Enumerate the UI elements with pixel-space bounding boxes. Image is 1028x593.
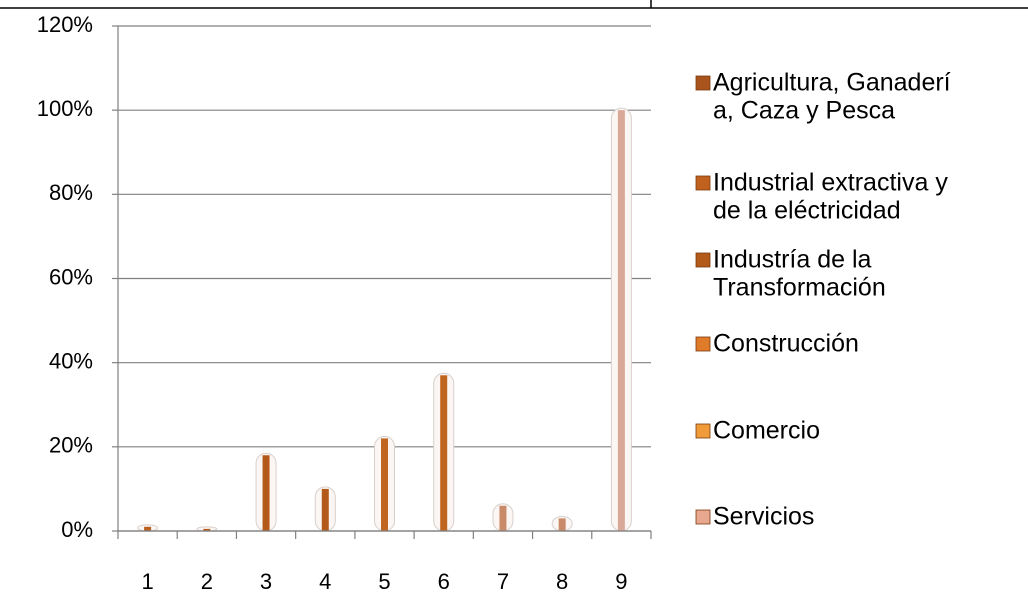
legend-label: Transformación bbox=[713, 274, 886, 302]
legend-label: a, Caza y Pesca bbox=[713, 97, 895, 125]
x-tick-label: 1 bbox=[141, 569, 153, 593]
x-tick-label: 5 bbox=[378, 569, 390, 593]
x-tick-label: 3 bbox=[260, 569, 272, 593]
bar bbox=[440, 375, 448, 531]
x-tick-label: 6 bbox=[438, 569, 450, 593]
legend-swatch bbox=[695, 509, 711, 525]
y-tick-label: 20% bbox=[49, 433, 93, 458]
y-tick-label: 100% bbox=[37, 96, 93, 121]
y-tick-label: 120% bbox=[37, 12, 93, 37]
y-tick-label: 80% bbox=[49, 180, 93, 205]
x-tick-label: 7 bbox=[497, 569, 509, 593]
bar bbox=[558, 518, 566, 531]
legend-label: Industrial extractiva y bbox=[713, 169, 948, 197]
legend-swatch bbox=[695, 252, 711, 268]
y-tick-label: 40% bbox=[49, 348, 93, 373]
bar bbox=[381, 438, 388, 531]
legend-swatch bbox=[695, 423, 711, 439]
y-tick-label: 60% bbox=[49, 264, 93, 289]
bar bbox=[203, 528, 211, 531]
x-tick-label: 2 bbox=[201, 569, 213, 593]
x-tick-label: 9 bbox=[615, 569, 627, 593]
legend-label: Comercio bbox=[713, 417, 820, 445]
legend-swatch bbox=[695, 336, 711, 352]
bar bbox=[499, 505, 507, 531]
legend-label: Industría de la bbox=[713, 246, 872, 274]
legend-label: Agricultura, Ganaderí bbox=[713, 69, 951, 97]
bar bbox=[617, 110, 625, 532]
y-tick-label: 0% bbox=[61, 517, 93, 542]
bar bbox=[262, 455, 270, 531]
legend-label: de la eléctricidad bbox=[713, 197, 901, 225]
x-tick-label: 4 bbox=[319, 569, 331, 593]
bar bbox=[321, 488, 329, 531]
legend-label: Servicios bbox=[713, 503, 814, 531]
legend-label: Construcción bbox=[713, 330, 859, 358]
legend-swatch bbox=[695, 175, 711, 191]
x-tick-label: 8 bbox=[556, 569, 568, 593]
legend-swatch bbox=[695, 75, 711, 91]
bar bbox=[144, 526, 152, 531]
